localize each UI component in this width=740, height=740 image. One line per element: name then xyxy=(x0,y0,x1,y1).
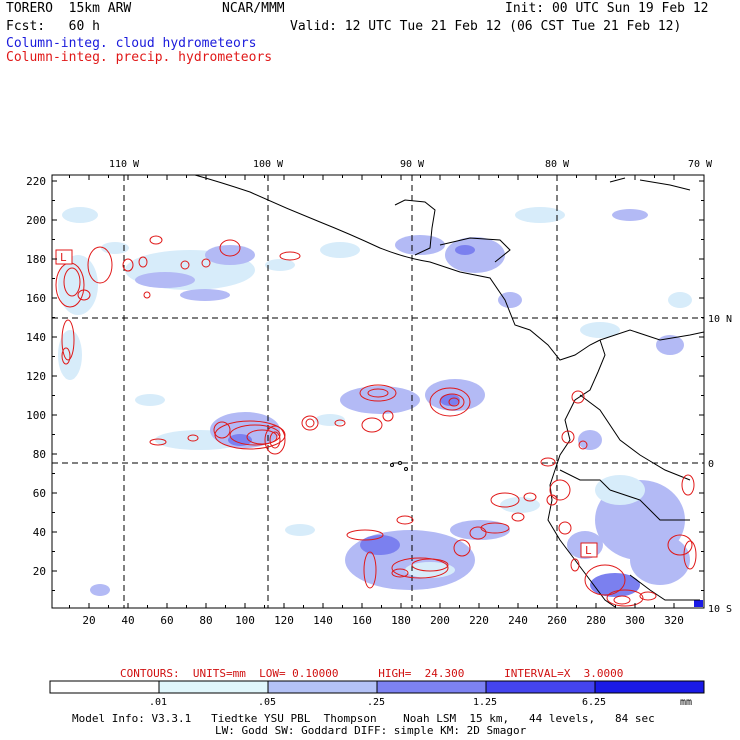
low-marker-west: L xyxy=(55,249,73,265)
colorbar-unit: mm xyxy=(680,697,692,708)
colorbar-level: 1.25 xyxy=(473,697,497,708)
y-tick-label: 160 xyxy=(26,292,46,305)
physics-info: LW: Godd SW: Goddard DIFF: simple KM: 2D… xyxy=(215,724,527,737)
colorbar-box xyxy=(594,680,705,694)
y-tick-label: 180 xyxy=(26,253,46,266)
colorbar-labels: .01 .05 .25 1.25 6.25 mm xyxy=(149,697,692,708)
cloud-shading xyxy=(58,207,703,607)
y-axis-labels: 20 40 60 80 100 120 140 160 180 200 220 xyxy=(26,175,46,578)
colorbar-level: 6.25 xyxy=(582,697,606,708)
org-label: NCAR/MMM xyxy=(222,1,285,16)
x-tick-label: 40 xyxy=(121,614,134,627)
lat-label: 10 N xyxy=(708,314,732,325)
latitude-labels: 10 N 0 10 S xyxy=(708,314,732,615)
colorbar-box xyxy=(158,680,269,694)
valid-time: Valid: 12 UTC Tue 21 Feb 12 (06 CST Tue … xyxy=(290,19,682,34)
x-tick-label: 280 xyxy=(586,614,606,627)
y-tick-label: 120 xyxy=(26,370,46,383)
model-title: TORERO 15km ARW xyxy=(6,1,132,16)
lat-lon-grid xyxy=(52,175,704,608)
colorbar-level: .01 xyxy=(149,697,167,708)
x-tick-label: 20 xyxy=(82,614,95,627)
colorbar-level: .25 xyxy=(367,697,385,708)
y-tick-label: 40 xyxy=(33,526,46,539)
x-tick-label: 60 xyxy=(160,614,173,627)
y-tick-label: 100 xyxy=(26,409,46,422)
low-marker-label: L xyxy=(585,544,592,557)
lon-label: 70 W xyxy=(688,159,713,170)
x-tick-label: 240 xyxy=(508,614,528,627)
y-tick-label: 20 xyxy=(33,565,46,578)
lon-label: 90 W xyxy=(400,159,425,170)
x-tick-label: 140 xyxy=(313,614,333,627)
precip-contours xyxy=(55,235,697,607)
x-tick-label: 220 xyxy=(469,614,489,627)
x-tick-label: 120 xyxy=(274,614,294,627)
x-tick-label: 180 xyxy=(391,614,411,627)
y-tick-label: 200 xyxy=(26,214,46,227)
x-tick-label: 80 xyxy=(199,614,212,627)
x-tick-label: 200 xyxy=(430,614,450,627)
y-tick-label: 220 xyxy=(26,175,46,188)
low-marker-label: L xyxy=(60,251,67,264)
colorbar-box xyxy=(49,680,160,694)
contours-info: CONTOURS: UNITS=mm LOW= 0.10000 HIGH= 24… xyxy=(120,667,624,680)
lat-label: 0 xyxy=(708,459,714,470)
colorbar-box xyxy=(376,680,487,694)
lat-label: 10 S xyxy=(708,604,732,615)
x-tick-label: 260 xyxy=(547,614,567,627)
x-tick-label: 160 xyxy=(352,614,372,627)
legend-cloud: Column-integ. cloud hydrometeors xyxy=(6,36,257,51)
colorbar-box xyxy=(485,680,596,694)
x-tick-label: 320 xyxy=(664,614,684,627)
colorbar-level: .05 xyxy=(258,697,276,708)
forecast-hour: Fcst: 60 h xyxy=(6,19,100,34)
lon-label: 100 W xyxy=(253,159,284,170)
low-marker-south: L xyxy=(580,542,598,558)
model-info: Model Info: V3.3.1 Tiedtke YSU PBL Thomp… xyxy=(72,712,655,725)
y-tick-label: 80 xyxy=(33,448,46,461)
colorbar-boxes xyxy=(49,680,705,694)
y-tick-label: 60 xyxy=(33,487,46,500)
x-axis-labels: 20 40 60 80 100 120 140 160 180 200 220 … xyxy=(82,614,684,627)
init-time: Init: 00 UTC Sun 19 Feb 12 xyxy=(505,1,709,16)
y-tick-label: 140 xyxy=(26,331,46,344)
axis-ticks xyxy=(52,175,704,608)
x-tick-label: 100 xyxy=(235,614,255,627)
lon-label: 110 W xyxy=(109,159,140,170)
legend-precip: Column-integ. precip. hydrometeors xyxy=(6,50,273,65)
colorbar-box xyxy=(267,680,378,694)
x-tick-label: 300 xyxy=(625,614,645,627)
lon-label: 80 W xyxy=(545,159,570,170)
longitude-labels: 110 W 100 W 90 W 80 W 70 W xyxy=(109,159,713,170)
